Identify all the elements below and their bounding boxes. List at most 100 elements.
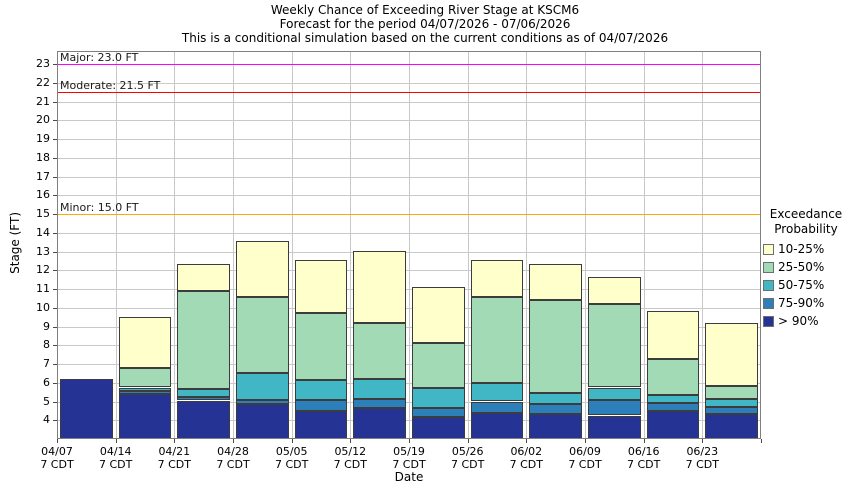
x-tick-label: 04/07 7 CDT (40, 445, 74, 471)
legend-swatch (763, 315, 774, 327)
bar-segment (236, 399, 289, 405)
legend-entry-label: 25-50% (778, 260, 825, 274)
bar-segment (646, 403, 700, 411)
bar-segment (353, 408, 406, 439)
x-tick-label: 06/09 7 CDT (568, 445, 602, 471)
bar-segment (529, 393, 582, 405)
threshold-line-minor (57, 213, 761, 216)
y-tick-label: 12 (36, 263, 50, 277)
x-tick-label: 05/19 7 CDT (392, 445, 426, 471)
x-tick-label: 05/26 7 CDT (451, 445, 485, 471)
bar-segment (353, 250, 406, 323)
threshold-label-minor: Minor: 15.0 FT (60, 200, 139, 214)
chart-subtitle-period: Forecast for the period 04/07/2026 - 07/… (279, 17, 571, 31)
y-tick (53, 326, 57, 328)
y-tick (53, 382, 57, 384)
y-tick (53, 345, 57, 347)
bar-segment (294, 260, 348, 314)
bar-segment (470, 260, 524, 297)
bar-segment (529, 300, 582, 394)
bar-segment (588, 399, 641, 416)
y-tick (53, 251, 57, 253)
legend-swatch (763, 261, 774, 273)
legend-swatch (763, 279, 774, 291)
x-tick (233, 439, 234, 443)
bar-segment (588, 304, 641, 388)
bar-segment (646, 310, 700, 360)
x-tick (761, 439, 762, 443)
grid-line-vertical (409, 51, 410, 439)
legend-entry-label: > 90% (778, 314, 819, 328)
x-tick (526, 439, 528, 443)
bar-segment (177, 290, 230, 390)
bar-segment (470, 412, 524, 439)
grid-line-vertical (526, 51, 528, 439)
grid-line-vertical (115, 51, 117, 439)
bar-segment (412, 287, 465, 344)
y-tick (53, 64, 57, 66)
x-tick-label: 06/02 7 CDT (509, 445, 543, 471)
bar-segment (294, 313, 348, 380)
grid-line-vertical (702, 51, 704, 439)
chart-title: Weekly Chance of Exceeding River Stage a… (270, 3, 580, 17)
x-tick (409, 439, 410, 443)
grid-line-vertical (291, 51, 293, 439)
y-tick-label: 19 (36, 132, 50, 146)
legend-entry-label: 50-75% (778, 278, 825, 292)
legend-entry: > 90% (763, 312, 849, 330)
bar-segment (529, 404, 582, 414)
bar-segment (412, 343, 465, 389)
y-tick-label: 6 (43, 375, 50, 389)
x-tick (174, 439, 176, 443)
bar-segment (470, 296, 524, 383)
y-tick (53, 401, 57, 403)
legend-entry-label: 10-25% (778, 242, 825, 256)
y-tick-label: 4 (43, 413, 50, 427)
bar-segment (118, 394, 172, 439)
legend-entry: 75-90% (763, 294, 849, 312)
y-tick-label: 7 (43, 357, 50, 370)
x-tick-label: 04/21 7 CDT (157, 445, 191, 471)
legend-swatch (763, 297, 774, 309)
y-tick-label: 18 (36, 150, 50, 164)
x-tick (291, 439, 293, 443)
bar-segment (646, 359, 700, 395)
threshold-label-major: Major: 23.0 FT (60, 50, 139, 64)
y-tick-label: 13 (36, 244, 50, 258)
bar-segment (118, 317, 172, 368)
bar-segment (177, 400, 230, 439)
y-tick (53, 232, 57, 234)
bar-segment (412, 388, 465, 409)
x-tick (467, 439, 469, 443)
bar-segment (705, 322, 758, 386)
bar-segment (177, 389, 230, 397)
y-tick-label: 10 (36, 300, 50, 314)
bar-segment (177, 396, 230, 401)
bar-segment (705, 385, 758, 399)
x-tick-label: 05/05 7 CDT (275, 445, 309, 471)
y-tick (53, 195, 57, 197)
legend-entry: 50-75% (763, 276, 849, 294)
bar-segment (588, 276, 641, 305)
bar-segment (353, 322, 406, 379)
x-tick-label: 04/28 7 CDT (216, 445, 250, 471)
grid-line-vertical (233, 51, 234, 439)
chart-subtitle-note: This is a conditional simulation based o… (181, 31, 669, 45)
y-tick (53, 364, 57, 365)
bar-segment (177, 263, 230, 291)
legend-entry: 25-50% (763, 258, 849, 276)
bar-segment (353, 398, 406, 409)
title-block: Weekly Chance of Exceeding River Stage a… (0, 3, 850, 45)
bar-segment (118, 387, 172, 392)
y-tick (53, 214, 57, 216)
y-tick (53, 139, 57, 141)
legend-entry-label: 75-90% (778, 296, 825, 310)
x-tick (57, 439, 58, 443)
bar-segment (294, 399, 348, 411)
x-tick-label: 06/23 7 CDT (685, 445, 719, 471)
y-tick-label: 9 (43, 319, 50, 333)
bar-segment (118, 367, 172, 388)
x-tick (350, 439, 352, 443)
y-tick (53, 82, 57, 84)
y-tick-label: 23 (36, 57, 50, 71)
